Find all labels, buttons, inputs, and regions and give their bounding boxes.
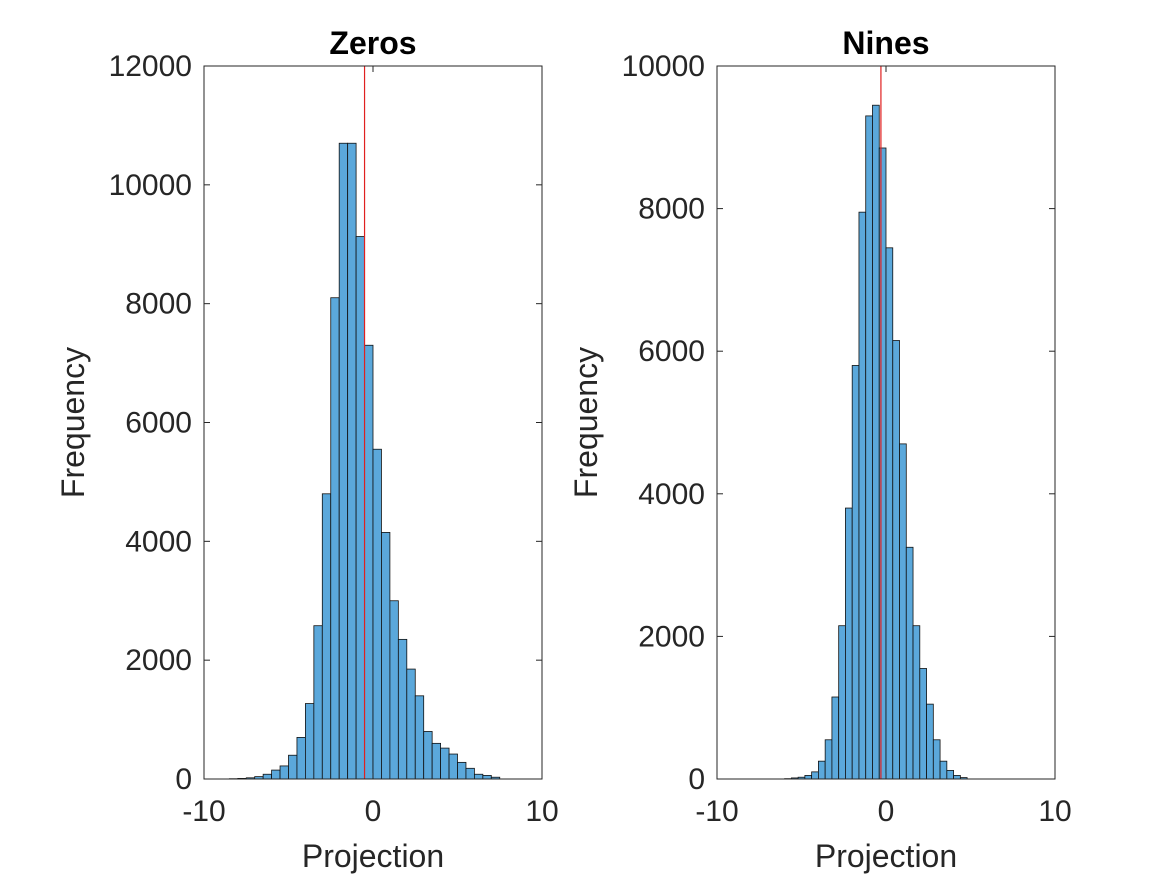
bar	[440, 747, 450, 780]
y-tick-label: 8000	[125, 288, 192, 321]
x-tick-label: 0	[365, 795, 382, 828]
bar	[953, 775, 961, 780]
bar	[811, 771, 819, 780]
bar	[321, 493, 332, 780]
y-tick-label: 6000	[125, 407, 192, 440]
y-tick-label: 2000	[638, 620, 705, 653]
y-tick-label: 6000	[638, 335, 705, 368]
y-tick-label: 8000	[638, 193, 705, 226]
bar	[482, 775, 492, 780]
x-tick-label: 10	[525, 795, 558, 828]
bar	[905, 546, 914, 780]
bar	[946, 770, 955, 780]
x-tick-label: 0	[878, 795, 895, 828]
bar	[885, 247, 894, 780]
y-tick-label: 4000	[125, 525, 192, 558]
bar	[313, 625, 323, 780]
bar	[372, 448, 382, 780]
bar	[296, 737, 306, 780]
bar	[858, 211, 867, 780]
bar	[448, 753, 458, 780]
bar	[473, 773, 484, 780]
x-axis-label: Projection	[302, 838, 444, 874]
bar	[865, 115, 873, 780]
bar	[304, 703, 315, 780]
x-tick-label: -10	[182, 795, 225, 828]
bar	[279, 765, 289, 780]
bar	[872, 104, 880, 780]
bar	[845, 507, 853, 780]
y-tick-label: 0	[688, 763, 705, 796]
bar	[939, 760, 948, 780]
bar	[831, 696, 840, 780]
bar	[824, 739, 833, 780]
bar	[926, 703, 934, 780]
y-tick-label: 0	[175, 763, 192, 796]
bar	[355, 236, 365, 780]
y-tick-label: 4000	[638, 478, 705, 511]
bar	[804, 775, 813, 780]
bar	[912, 625, 921, 780]
bar	[330, 297, 340, 780]
bar	[338, 142, 349, 780]
bar	[851, 365, 860, 780]
bar	[347, 142, 357, 780]
bar	[899, 443, 907, 780]
bar	[932, 739, 941, 780]
bar	[397, 638, 408, 780]
bar	[271, 769, 281, 780]
y-tick-label: 10000	[622, 50, 705, 83]
x-axis-label: Projection	[815, 838, 957, 874]
bar	[465, 767, 475, 780]
bar	[457, 761, 467, 780]
bar	[364, 344, 374, 780]
bar	[423, 731, 433, 780]
bar	[431, 742, 441, 780]
x-tick-label: -10	[695, 795, 738, 828]
bar	[919, 668, 927, 780]
bar	[838, 625, 846, 780]
bar	[414, 695, 425, 780]
chart-title: Nines	[842, 25, 929, 61]
bar	[262, 773, 272, 780]
bar	[381, 532, 391, 780]
bar	[892, 340, 900, 780]
y-tick-label: 12000	[109, 50, 192, 83]
chart-title: Zeros	[329, 25, 416, 61]
y-axis-label: Frequency	[568, 347, 604, 498]
bar	[818, 760, 826, 780]
y-axis-label: Frequency	[55, 347, 91, 498]
bar	[389, 600, 399, 780]
bar	[878, 147, 887, 780]
bar	[406, 668, 416, 780]
y-tick-label: 2000	[125, 644, 192, 677]
y-tick-label: 10000	[109, 169, 192, 202]
bar	[288, 754, 298, 780]
x-tick-label: 10	[1038, 795, 1071, 828]
